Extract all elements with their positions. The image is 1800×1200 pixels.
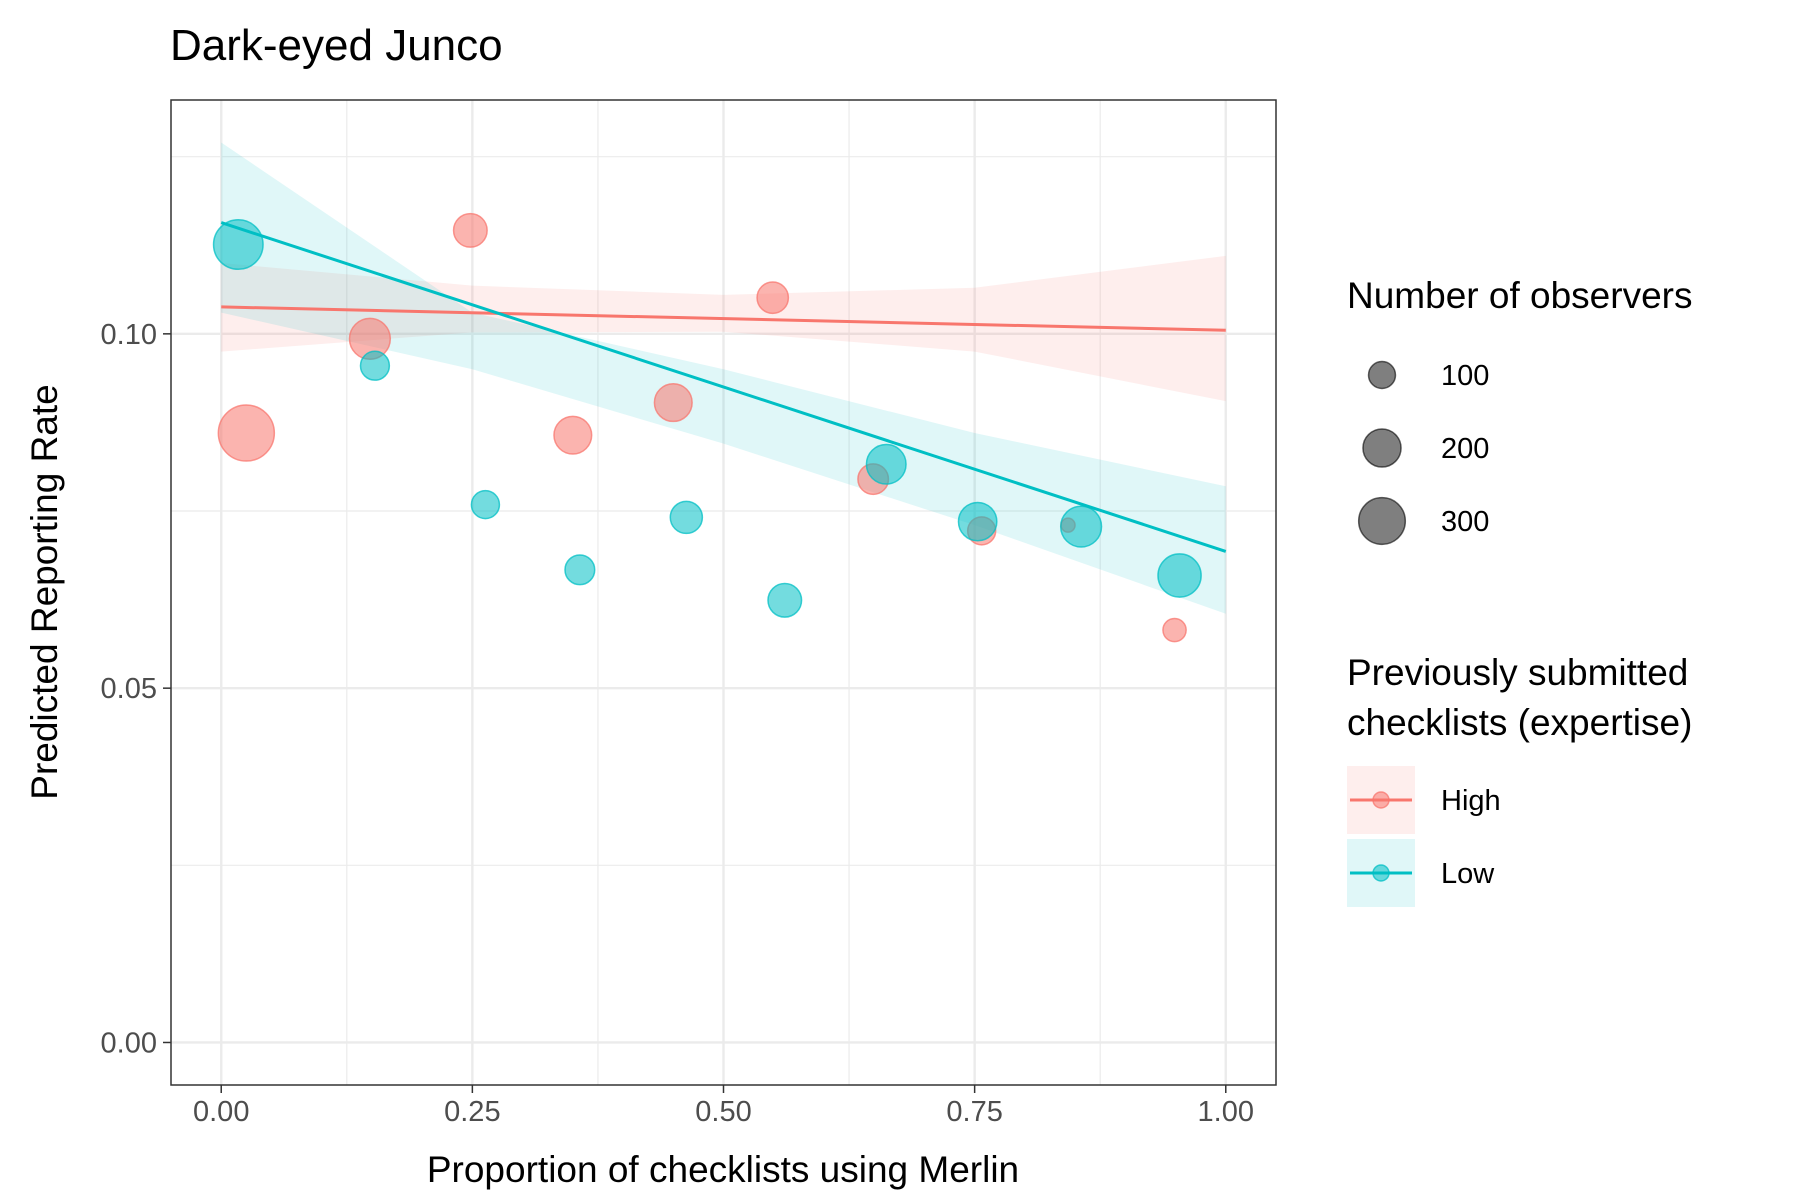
x-tick-label: 0.75 <box>946 1096 1002 1128</box>
x-tick-label: 0.25 <box>444 1096 500 1128</box>
y-tick-label: 0.00 <box>101 1027 157 1059</box>
size-legend-label: 100 <box>1441 360 1489 392</box>
size-legend-title: Number of observers <box>1347 275 1692 316</box>
size-legend-key-300 <box>1357 496 1407 546</box>
data-point-high <box>1162 617 1187 643</box>
color-legend-keys: High Low <box>1347 766 1501 907</box>
data-point-low <box>1157 553 1202 598</box>
data-point-high <box>452 212 488 248</box>
data-point-low <box>564 554 596 586</box>
confidence-band-low <box>221 142 1226 614</box>
color-legend-title-line-2: checklists (expertise) <box>1347 702 1692 743</box>
size-legend-label: 200 <box>1441 433 1489 465</box>
x-axis-title: Proportion of checklists using Merlin <box>427 1149 1019 1190</box>
data-point-low <box>1059 505 1103 548</box>
trend-line-low <box>220 221 1227 553</box>
data-point-low <box>957 501 998 542</box>
size-legend: Number of observers 100 200 300 <box>1347 275 1692 546</box>
color-legend-key-point-high <box>1372 791 1390 809</box>
x-axis: 0.00 0.25 0.50 0.75 1.00 <box>193 1085 1254 1128</box>
size-legend-label: 300 <box>1441 506 1489 538</box>
data-point-low <box>359 350 391 381</box>
confidence-band-high <box>221 255 1226 402</box>
y-axis-title: Predicted Reporting Rate <box>24 384 65 799</box>
x-tick-label: 0.50 <box>695 1096 751 1128</box>
size-legend-keys: 100 200 300 <box>1357 360 1489 546</box>
plot-area <box>170 99 1277 1086</box>
trend-line-high <box>221 305 1226 332</box>
color-legend-key-point-low <box>1372 864 1390 882</box>
color-legend-title-line-1: Previously submitted <box>1347 652 1688 693</box>
data-point-low <box>470 489 501 520</box>
data-point-high <box>756 281 790 315</box>
data-point-high <box>553 415 593 455</box>
data-point-high <box>653 382 693 423</box>
color-legend-label: High <box>1441 785 1501 817</box>
trend-lines <box>220 221 1227 553</box>
data-point-low <box>669 500 704 535</box>
y-tick-label: 0.05 <box>101 673 157 705</box>
data-points <box>212 212 1202 643</box>
chart-title: Dark-eyed Junco <box>170 21 503 70</box>
x-tick-label: 0.00 <box>193 1096 249 1128</box>
x-tick-label: 1.00 <box>1198 1096 1254 1128</box>
color-legend: Previously submitted checklists (experti… <box>1347 652 1692 907</box>
size-legend-key-200 <box>1362 428 1402 468</box>
y-tick-label: 0.10 <box>101 319 157 351</box>
data-point-low <box>767 582 803 618</box>
size-legend-key-100 <box>1367 360 1397 390</box>
data-point-high <box>217 404 276 462</box>
color-legend-label: Low <box>1441 858 1495 890</box>
confidence-ribbons <box>221 142 1226 614</box>
y-axis: 0.00 0.05 0.10 <box>101 319 171 1059</box>
data-point-low <box>865 443 907 485</box>
